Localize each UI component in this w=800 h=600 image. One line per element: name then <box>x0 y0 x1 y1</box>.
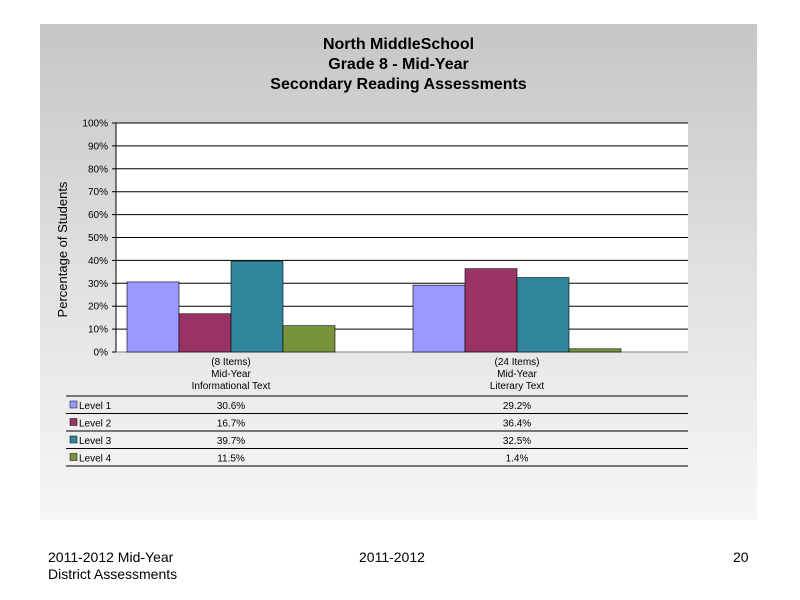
legend-label: Level 4 <box>79 454 112 465</box>
data-label: 32.5% <box>503 436 531 447</box>
bar-level-4 <box>568 348 622 353</box>
legend-label: Level 1 <box>79 401 112 412</box>
y-tick-label: 60% <box>88 210 108 221</box>
data-label: 29.2% <box>503 401 531 412</box>
bar-level-2 <box>178 313 232 353</box>
bar-level-3 <box>516 277 570 353</box>
data-label: 39.7% <box>217 436 245 447</box>
data-label: 1.4% <box>506 454 529 465</box>
category-label: Mid-Year <box>211 369 251 380</box>
legend-label: Level 2 <box>79 419 112 430</box>
category-label: (8 Items) <box>211 357 250 368</box>
bar-level-3 <box>230 260 284 353</box>
y-tick-label: 10% <box>88 325 108 336</box>
footer-left-line-2: District Assessments <box>48 566 178 582</box>
category-label: (24 Items) <box>494 357 539 368</box>
chart-title-line-3: Secondary Reading Assessments <box>270 76 527 93</box>
data-label: 36.4% <box>503 419 531 430</box>
legend-swatch-level-3 <box>69 435 78 444</box>
y-tick-label: 0% <box>94 348 109 359</box>
y-tick-label: 100% <box>82 119 108 130</box>
footer-center: 2011-2012 <box>359 549 425 565</box>
data-label: 11.5% <box>217 454 245 465</box>
bar-level-2 <box>464 268 518 353</box>
legend-swatch-level-4 <box>69 453 78 461</box>
legend-swatch-level-2 <box>69 418 78 426</box>
data-label: 30.6% <box>217 401 245 412</box>
legend-label: Level 3 <box>79 436 112 447</box>
chart-title-line-2: Grade 8 - Mid-Year <box>328 56 469 73</box>
y-axis-title: Percentage of Students <box>55 181 70 317</box>
y-tick-label: 40% <box>88 256 108 267</box>
y-tick-label: 30% <box>88 279 108 290</box>
category-label: Informational Text <box>192 381 271 392</box>
category-label: Mid-Year <box>497 369 537 380</box>
y-tick-label: 90% <box>88 141 108 152</box>
y-tick-label: 70% <box>88 187 108 198</box>
legend-swatch-level-1 <box>69 400 78 409</box>
y-tick-label: 80% <box>88 164 108 175</box>
chart-title-line-1: North MiddleSchool <box>322 36 475 53</box>
bar-level-1 <box>412 284 466 353</box>
bar-level-1 <box>126 281 180 353</box>
category-label: Literary Text <box>490 381 545 392</box>
page-number: 20 <box>733 549 749 565</box>
bar-level-4 <box>282 325 336 353</box>
footer-left-line-1: 2011-2012 Mid-Year <box>48 549 174 565</box>
y-tick-label: 20% <box>88 302 108 313</box>
data-label: 16.7% <box>217 419 245 430</box>
y-tick-label: 50% <box>88 233 108 244</box>
